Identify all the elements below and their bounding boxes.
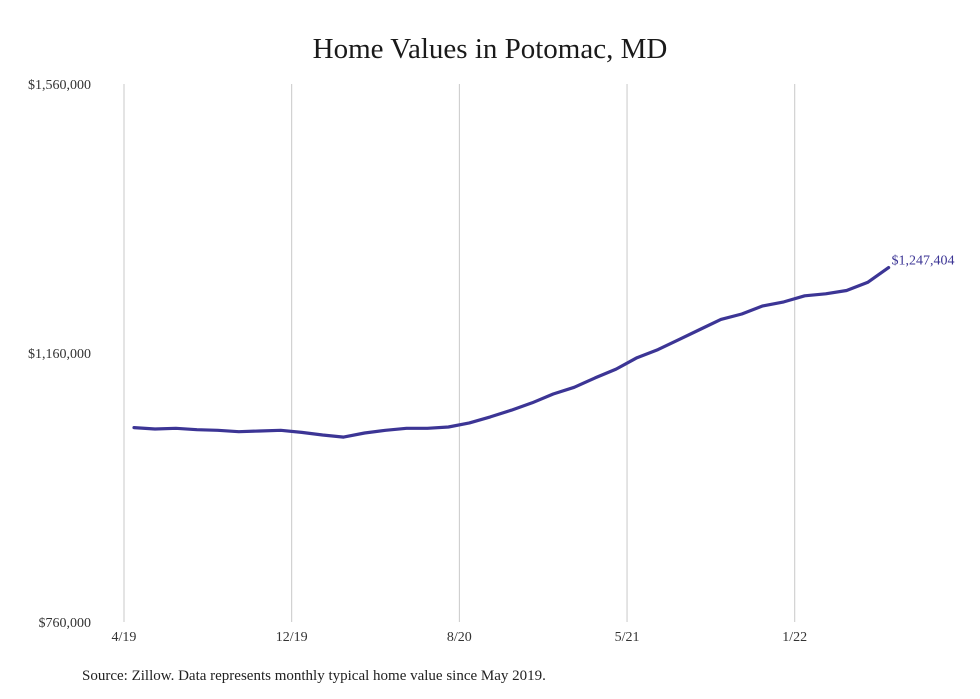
x-tick-label: 5/21 <box>615 630 640 645</box>
y-tick-label: $1,160,000 <box>28 347 91 362</box>
x-tick-label: 4/19 <box>112 630 137 645</box>
series-layer <box>132 266 891 439</box>
y-axis-ticks: $760,000 $1,160,000 $1,560,000 <box>28 78 91 631</box>
chart-title: Home Values in Potomac, MD <box>312 33 668 65</box>
series-line <box>132 266 891 439</box>
gridlines <box>123 84 796 622</box>
data-labels: $1,247,404 <box>892 254 955 269</box>
y-tick-label: $760,000 <box>39 616 92 631</box>
x-axis-ticks: 4/19 12/19 8/20 5/21 1/22 <box>112 630 808 645</box>
x-tick-label: 12/19 <box>276 630 308 645</box>
source-note: Source: Zillow. Data represents monthly … <box>82 668 546 684</box>
x-tick-label: 1/22 <box>782 630 807 645</box>
y-tick-label: $1,560,000 <box>28 78 91 93</box>
end-value-label: $1,247,404 <box>892 254 955 269</box>
x-tick-label: 8/20 <box>447 630 472 645</box>
